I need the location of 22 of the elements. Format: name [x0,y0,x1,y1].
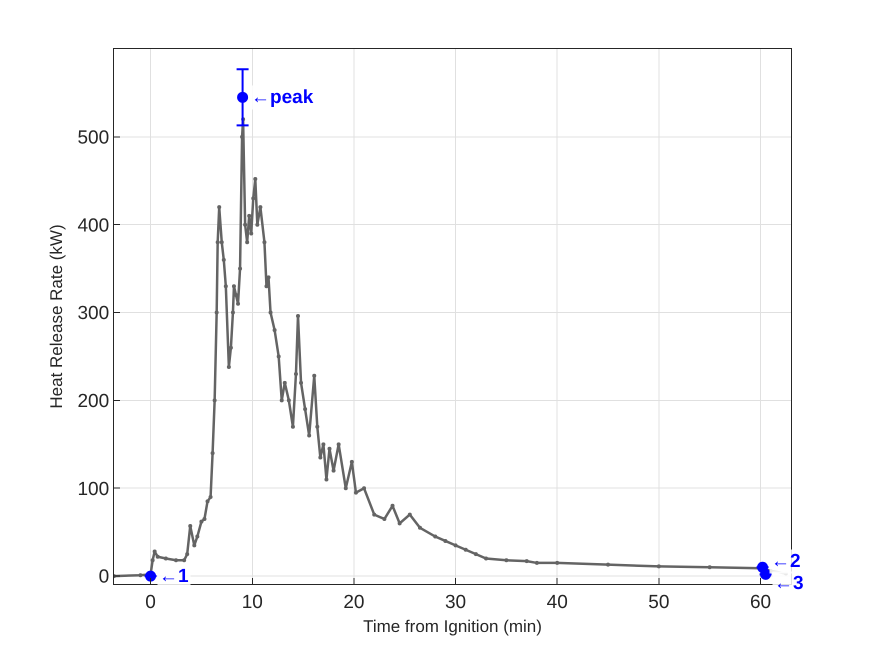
y-tick-label: 100 [77,478,110,500]
x-tick-label: 30 [444,592,466,613]
point [237,92,248,103]
x-tick-label: 60 [750,592,772,613]
x-tick-label: 20 [343,592,364,613]
x-axis-title: Time from Ignition (min) [363,617,542,636]
y-tick-label: 400 [77,215,110,236]
x-tick-label: 40 [546,592,568,613]
annotation: ←peak [251,87,314,108]
y-axis-title: Heat Release Rate (kW) [47,224,66,409]
y-tick-label: 200 [77,391,110,412]
x-tick-label: 50 [648,592,670,613]
x-tick-label: 0 [145,592,156,613]
point [760,568,772,580]
y-tick-label: 300 [77,303,110,324]
point [145,570,156,582]
y-tick-label: 500 [77,128,110,148]
annotation: ←2 [771,551,801,572]
x-tick-label: 10 [242,592,263,613]
y-tick-label: 0 [98,566,110,588]
annotation: ←3 [774,573,804,594]
annotation: ←1 [159,566,189,587]
